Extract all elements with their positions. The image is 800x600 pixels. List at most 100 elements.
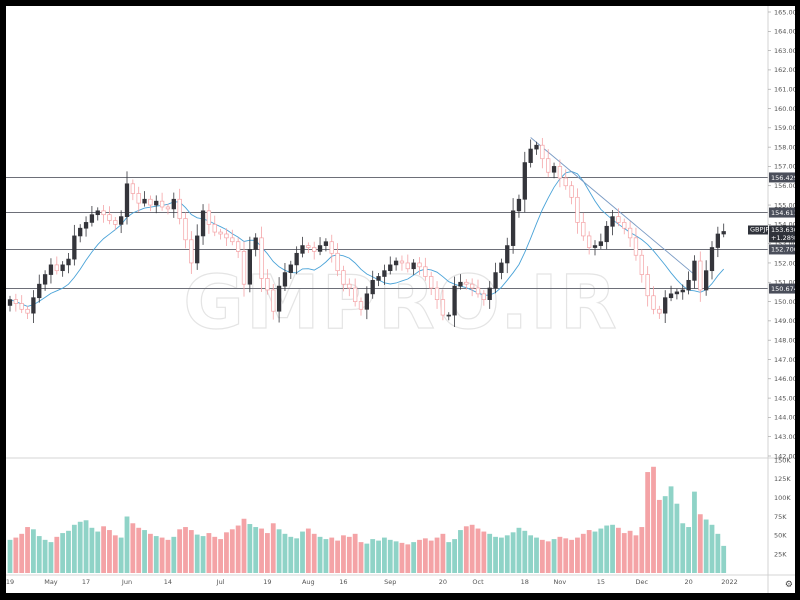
- time-tick-label: 14: [164, 578, 172, 586]
- trendline-segment: [530, 137, 695, 275]
- time-tick-label: Dec: [636, 578, 649, 586]
- price-tags: 156.429 154.611 152.700 150.674 GBPJPY153.63…: [748, 172, 795, 294]
- volume-bar: [294, 538, 300, 573]
- candle-body: [674, 291, 680, 295]
- volume-bar: [575, 537, 580, 573]
- candle-body: [405, 262, 410, 270]
- level-tag: [769, 283, 795, 294]
- price-tick-label: 149.000: [774, 317, 795, 325]
- volume-bar: [656, 499, 662, 573]
- volume-bar: [188, 530, 194, 573]
- candle-body: [528, 148, 533, 163]
- volume-bar: [317, 536, 323, 573]
- candle-body: [446, 314, 451, 317]
- volume-bar: [387, 539, 393, 573]
- volume-bar: [504, 535, 510, 573]
- candle-body: [159, 200, 165, 208]
- candle-body: [505, 245, 510, 264]
- candle-body: [452, 285, 457, 316]
- volume-bar: [101, 526, 106, 573]
- candle-body: [575, 196, 580, 223]
- volume-bar: [382, 537, 387, 573]
- candlestick-chart[interactable]: GMPRO.IR 165.000164.000163.000162.000161…: [6, 6, 795, 593]
- volume-bar: [288, 536, 294, 573]
- volume-bar: [405, 544, 411, 573]
- volume-bar: [358, 542, 364, 573]
- candle-body: [668, 293, 674, 299]
- time-tick-label: 19: [263, 578, 271, 586]
- candle-body: [177, 198, 182, 219]
- volume-bar: [645, 472, 651, 573]
- candle-body: [399, 260, 405, 264]
- candle-body: [341, 270, 346, 285]
- candle-body: [247, 249, 253, 285]
- candle-body: [60, 264, 65, 272]
- volume-bar: [697, 514, 703, 573]
- candle-body: [113, 220, 118, 225]
- volume-tick-label: 75K: [774, 513, 787, 521]
- volume-bar: [54, 536, 60, 573]
- volume-bar: [610, 524, 615, 573]
- volume-bar: [621, 533, 627, 573]
- volume-bar: [148, 533, 153, 573]
- volume-bar: [153, 536, 159, 573]
- candle-body: [382, 270, 387, 277]
- volume-bar: [592, 531, 598, 573]
- candle-body: [698, 260, 703, 291]
- candle-body: [89, 214, 95, 223]
- candle-body: [411, 262, 416, 270]
- candle-body: [236, 241, 241, 252]
- candle-body: [124, 183, 130, 217]
- candle-body: [200, 210, 206, 237]
- candle-body: [118, 216, 124, 225]
- candle-body: [206, 210, 212, 225]
- volume-bar: [627, 530, 633, 573]
- candle-body: [37, 283, 42, 299]
- volume-bar: [66, 530, 71, 573]
- volume-bar: [136, 527, 142, 573]
- volume-tick-label: 125K: [774, 475, 791, 483]
- volume-bar: [510, 532, 516, 573]
- candle-body: [294, 252, 299, 266]
- price-tick-label: 161.000: [774, 86, 795, 94]
- candle-body: [335, 252, 340, 272]
- candle-body: [7, 299, 13, 306]
- price-change-label: +1.28%: [771, 234, 795, 242]
- time-tick-label: 17: [82, 578, 90, 586]
- candle-body: [709, 247, 715, 272]
- candle-body: [434, 287, 440, 300]
- candle-body: [230, 237, 235, 243]
- candle-body: [417, 262, 422, 268]
- candle-body: [171, 198, 176, 210]
- volume-bar: [475, 528, 481, 573]
- candle-body: [271, 289, 276, 312]
- volume-bar: [95, 531, 101, 573]
- volume-bar: [692, 491, 697, 573]
- candle-body: [136, 193, 141, 204]
- price-tick-label: 146.000: [774, 375, 795, 383]
- candle-body: [282, 272, 288, 287]
- watermark: GMPRO.IR: [183, 259, 618, 346]
- volume-tick-label: 100K: [774, 494, 791, 502]
- volume-bar: [130, 523, 136, 573]
- volume-bar: [364, 543, 370, 573]
- volume-bar: [569, 539, 574, 573]
- candle-body: [306, 245, 311, 248]
- gear-icon[interactable]: ⚙: [784, 580, 793, 590]
- trading-chart-frame: GMPRO.IR 165.000164.000163.000162.000161…: [6, 6, 795, 593]
- price-tick-label: 164.000: [774, 28, 795, 36]
- candle-body: [95, 210, 100, 216]
- time-tick-label: Nov: [554, 578, 567, 586]
- candle-body: [66, 258, 71, 266]
- price-tick-label: 160.000: [774, 105, 795, 113]
- candle-body: [376, 276, 381, 281]
- volume-bar: [411, 542, 417, 573]
- candle-body: [183, 218, 188, 241]
- candle-body: [83, 222, 89, 229]
- level-tag-label: 152.700: [771, 246, 795, 254]
- time-tick-label: 20: [439, 578, 447, 586]
- price-tick-label: 156.000: [774, 182, 795, 190]
- volume-bar: [651, 466, 656, 573]
- volume-bar: [686, 527, 691, 573]
- volume-bar: [393, 541, 399, 573]
